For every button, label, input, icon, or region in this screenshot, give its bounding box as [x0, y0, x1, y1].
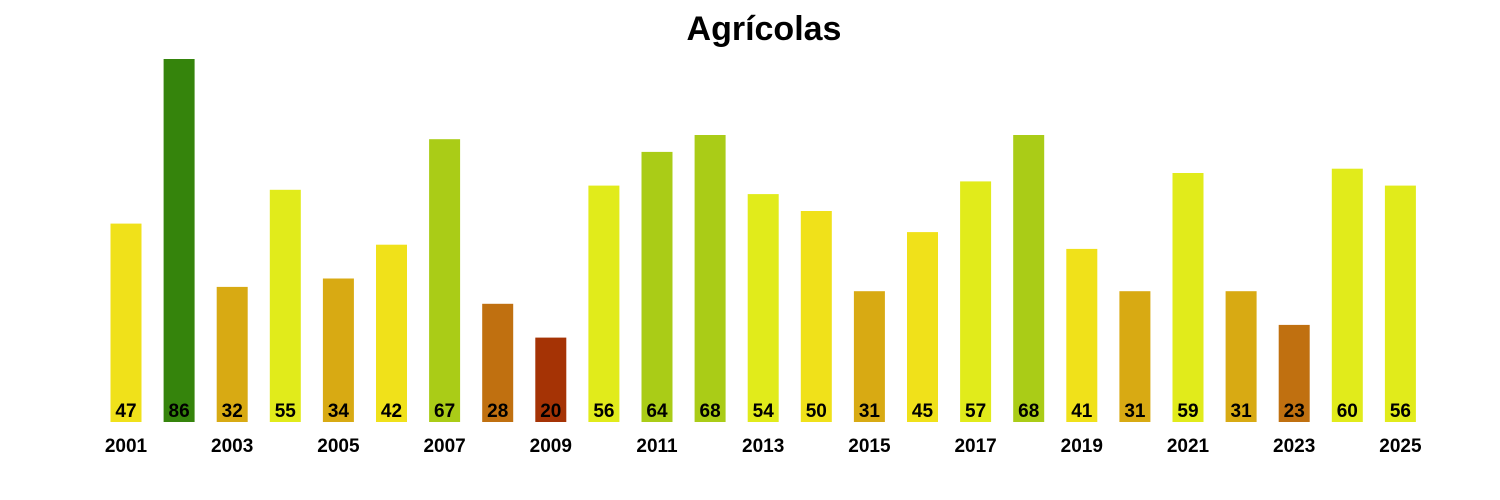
- bar-2014: [800, 211, 832, 422]
- bar-value-label-2016: 45: [912, 401, 934, 422]
- bar-value-label-2002: 86: [169, 401, 190, 422]
- bar-value-label-2010: 56: [593, 401, 614, 422]
- x-tick-label-2025: 2025: [1379, 436, 1422, 457]
- bar-value-label-2017: 57: [965, 401, 986, 422]
- bar-2004: [269, 189, 301, 422]
- x-tick-label-2017: 2017: [954, 436, 996, 457]
- bar-2015: [853, 291, 885, 422]
- bar-value-label-2018: 68: [1018, 401, 1039, 422]
- bar-2005: [322, 278, 354, 422]
- x-tick-label-2015: 2015: [848, 436, 891, 457]
- bar-value-label-2008: 28: [487, 401, 508, 422]
- bar-value-label-2011: 64: [646, 401, 668, 422]
- x-tick-label-2011: 2011: [636, 436, 678, 457]
- bar-2018: [1013, 135, 1045, 422]
- x-tick-label-2009: 2009: [530, 436, 572, 457]
- bar-value-label-2009: 20: [540, 401, 561, 422]
- bars: [110, 59, 1416, 422]
- bar-2019: [1066, 248, 1098, 422]
- bar-2003: [216, 286, 248, 422]
- bar-2010: [588, 185, 620, 422]
- bar-2013: [747, 194, 779, 422]
- bar-value-label-2015: 31: [859, 401, 881, 422]
- bar-value-label-2007: 67: [434, 401, 455, 422]
- bar-value-label-2004: 55: [275, 401, 297, 422]
- bar-2006: [376, 244, 407, 422]
- bar-value-label-2019: 41: [1071, 401, 1093, 422]
- bar-2009: [535, 337, 567, 422]
- chart-title: Agrícolas: [686, 10, 842, 48]
- bar-value-label-2014: 50: [806, 401, 827, 422]
- bar-2022: [1225, 291, 1257, 422]
- x-axis-tick-labels: 2001 2003 2005 2007 2009 2011 2013 2015 2017 2019…: [105, 436, 1422, 457]
- bar-2007: [429, 139, 461, 422]
- x-tick-label-2019: 2019: [1061, 436, 1103, 457]
- x-tick-label-2005: 2005: [317, 436, 360, 457]
- bar-value-label-2012: 68: [700, 401, 721, 422]
- bar-value-label-2013: 54: [753, 401, 775, 422]
- bar-2021: [1172, 173, 1204, 422]
- bar-value-label-2001: 47: [115, 401, 136, 422]
- bar-2024: [1331, 168, 1363, 422]
- bar-2017: [960, 181, 992, 422]
- x-tick-label-2007: 2007: [423, 436, 465, 457]
- bar-value-label-2023: 23: [1284, 401, 1305, 422]
- bar-2001: [110, 223, 142, 422]
- bar-2002: [163, 59, 195, 422]
- bar-value-label-2021: 59: [1177, 401, 1198, 422]
- bar-2023: [1278, 324, 1310, 422]
- bar-value-label-2005: 34: [328, 401, 350, 422]
- bar-2025: [1384, 185, 1416, 422]
- bar-value-label-2020: 31: [1124, 401, 1146, 422]
- x-tick-label-2003: 2003: [211, 436, 253, 457]
- x-tick-label-2001: 2001: [105, 436, 148, 457]
- bar-2011: [641, 151, 673, 422]
- bar-value-label-2025: 56: [1390, 401, 1411, 422]
- bar-value-label-2024: 60: [1337, 401, 1358, 422]
- bar-value-labels: 47 86 32 55 34 42 67 28 20 56 64 68 54 50 31 45 57 68 41 31…: [115, 401, 1411, 422]
- bar-value-label-2022: 31: [1231, 401, 1253, 422]
- bar-value-label-2006: 42: [381, 401, 402, 422]
- bar-2012: [694, 135, 726, 422]
- bar-2016: [907, 232, 938, 422]
- x-tick-label-2013: 2013: [742, 436, 784, 457]
- bar-2008: [482, 303, 514, 422]
- x-tick-label-2021: 2021: [1167, 436, 1210, 457]
- x-tick-label-2023: 2023: [1273, 436, 1315, 457]
- bar-2020: [1119, 291, 1151, 422]
- bar-value-label-2003: 32: [222, 401, 243, 422]
